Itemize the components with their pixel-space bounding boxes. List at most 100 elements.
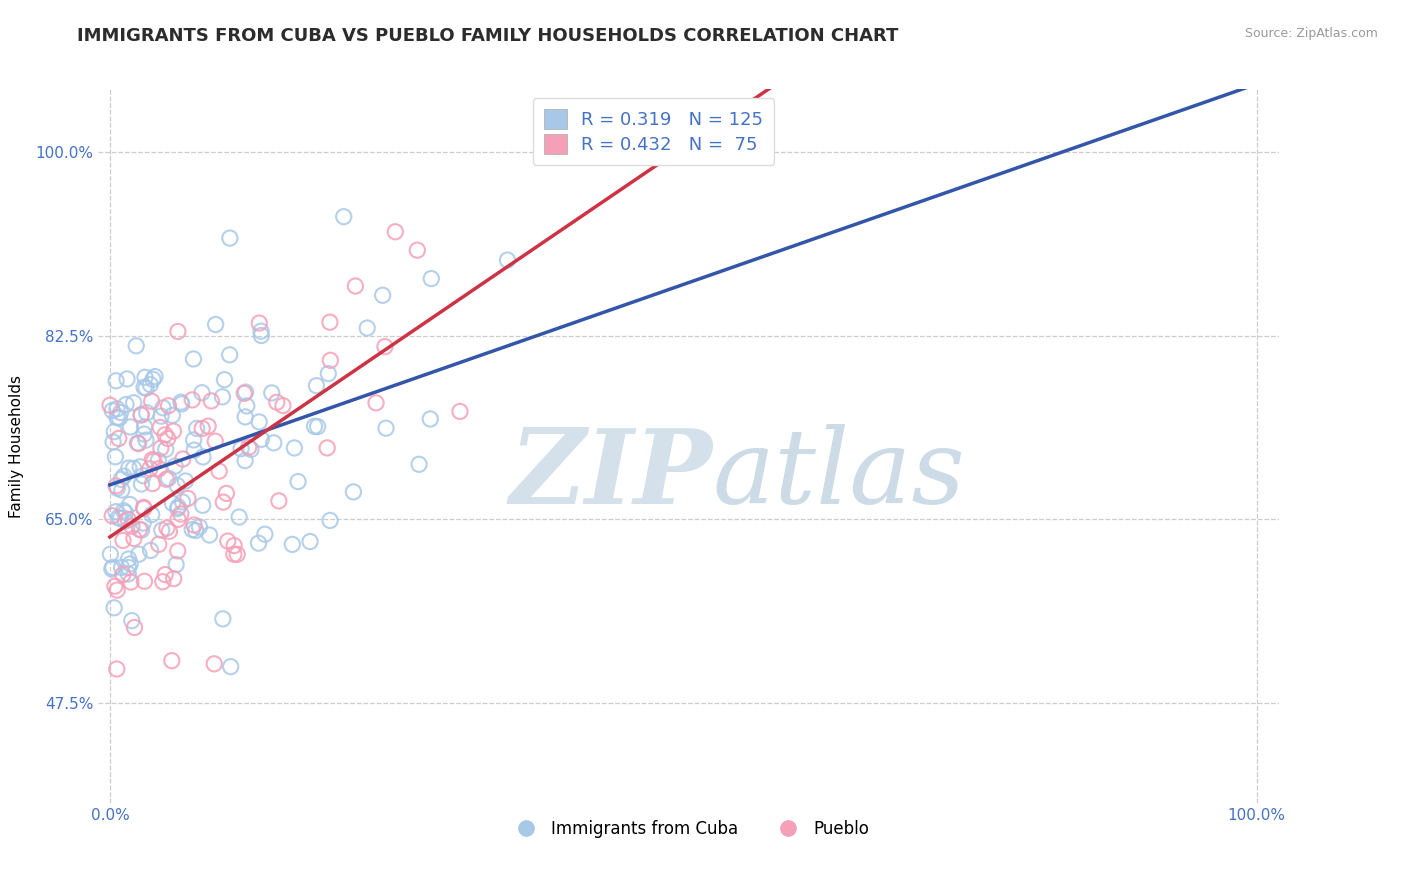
Point bbox=[105, 374, 128, 388]
Point bbox=[191, 385, 214, 400]
Point bbox=[375, 421, 398, 435]
Point bbox=[181, 392, 204, 407]
Point bbox=[215, 486, 238, 500]
Point bbox=[134, 574, 156, 589]
Point bbox=[344, 279, 367, 293]
Point bbox=[104, 579, 127, 593]
Point bbox=[198, 528, 221, 542]
Point bbox=[162, 424, 184, 438]
Point bbox=[250, 432, 273, 446]
Point bbox=[212, 495, 235, 509]
Point bbox=[211, 390, 233, 404]
Point bbox=[183, 518, 205, 533]
Point bbox=[170, 397, 193, 411]
Point bbox=[121, 519, 143, 533]
Point bbox=[208, 464, 231, 478]
Text: Source: ZipAtlas.com: Source: ZipAtlas.com bbox=[1244, 27, 1378, 40]
Point bbox=[157, 524, 180, 539]
Point bbox=[153, 567, 176, 582]
Point bbox=[105, 583, 128, 598]
Point bbox=[299, 534, 322, 549]
Point bbox=[135, 381, 157, 395]
Point bbox=[150, 523, 173, 537]
Point bbox=[141, 452, 163, 467]
Point bbox=[228, 510, 250, 524]
Point bbox=[98, 398, 121, 412]
Point bbox=[174, 474, 197, 488]
Point bbox=[204, 318, 226, 332]
Point bbox=[177, 491, 200, 506]
Point bbox=[253, 527, 276, 541]
Point bbox=[141, 394, 163, 409]
Point bbox=[129, 408, 152, 422]
Point bbox=[408, 458, 430, 472]
Text: ZIP: ZIP bbox=[509, 424, 713, 525]
Point bbox=[236, 399, 259, 413]
Point bbox=[108, 411, 131, 425]
Point bbox=[101, 562, 124, 576]
Point bbox=[129, 459, 152, 474]
Point bbox=[222, 547, 245, 561]
Point bbox=[101, 403, 124, 417]
Point bbox=[110, 560, 132, 574]
Point bbox=[183, 351, 205, 366]
Point bbox=[202, 657, 225, 671]
Point bbox=[233, 409, 256, 424]
Point bbox=[163, 572, 186, 586]
Point bbox=[135, 433, 157, 447]
Point bbox=[384, 225, 406, 239]
Point bbox=[128, 436, 150, 450]
Point bbox=[238, 440, 260, 454]
Point bbox=[129, 408, 152, 422]
Point bbox=[235, 385, 257, 400]
Point bbox=[166, 501, 188, 516]
Point bbox=[420, 271, 443, 285]
Point bbox=[267, 494, 290, 508]
Point bbox=[233, 453, 256, 467]
Point bbox=[165, 558, 187, 572]
Point bbox=[157, 399, 180, 413]
Point bbox=[149, 441, 172, 455]
Point bbox=[115, 398, 138, 412]
Point bbox=[110, 472, 132, 486]
Point bbox=[122, 395, 145, 409]
Point bbox=[114, 506, 136, 520]
Point bbox=[496, 253, 519, 268]
Point bbox=[120, 420, 142, 434]
Point bbox=[364, 396, 387, 410]
Point bbox=[191, 421, 214, 435]
Point bbox=[112, 469, 135, 483]
Point bbox=[374, 340, 396, 354]
Point bbox=[271, 399, 294, 413]
Point bbox=[111, 567, 134, 582]
Point bbox=[120, 557, 142, 571]
Point bbox=[101, 508, 124, 523]
Point bbox=[105, 410, 128, 425]
Point bbox=[143, 369, 166, 384]
Point bbox=[166, 544, 188, 558]
Point bbox=[132, 516, 155, 530]
Point bbox=[110, 511, 132, 525]
Point bbox=[103, 600, 125, 615]
Point bbox=[318, 367, 340, 381]
Point bbox=[217, 534, 239, 549]
Point bbox=[250, 324, 273, 338]
Point bbox=[371, 288, 394, 302]
Point bbox=[122, 461, 145, 475]
Point bbox=[214, 373, 236, 387]
Point bbox=[160, 654, 183, 668]
Point bbox=[115, 372, 138, 386]
Point bbox=[148, 461, 170, 475]
Point bbox=[139, 377, 162, 392]
Point bbox=[128, 547, 150, 561]
Point bbox=[247, 415, 270, 429]
Point bbox=[132, 380, 155, 394]
Point bbox=[319, 315, 342, 329]
Y-axis label: Family Households: Family Households bbox=[10, 375, 24, 517]
Point bbox=[148, 453, 170, 467]
Point bbox=[142, 476, 165, 491]
Point bbox=[157, 471, 180, 485]
Point bbox=[153, 427, 176, 442]
Point bbox=[104, 505, 127, 519]
Point bbox=[305, 378, 328, 392]
